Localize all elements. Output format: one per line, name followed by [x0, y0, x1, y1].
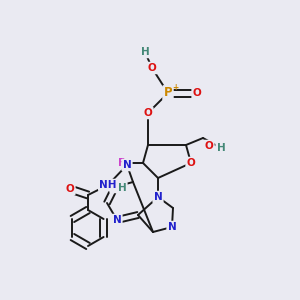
Text: O: O [187, 158, 195, 168]
Text: O: O [144, 108, 152, 118]
Text: NH: NH [99, 180, 117, 190]
Text: N: N [123, 160, 131, 170]
Text: N: N [168, 222, 176, 232]
Text: H: H [217, 143, 225, 153]
Text: O: O [193, 88, 201, 98]
Text: H: H [118, 183, 126, 193]
Text: H: H [141, 47, 149, 57]
Text: N: N [112, 215, 122, 225]
Text: +: + [172, 82, 178, 91]
Text: N: N [154, 192, 162, 202]
Text: P: P [164, 86, 172, 100]
Text: N: N [111, 182, 119, 192]
Text: F: F [118, 158, 126, 168]
Text: O: O [205, 141, 213, 151]
Text: O: O [66, 184, 74, 194]
Text: O: O [148, 63, 156, 73]
